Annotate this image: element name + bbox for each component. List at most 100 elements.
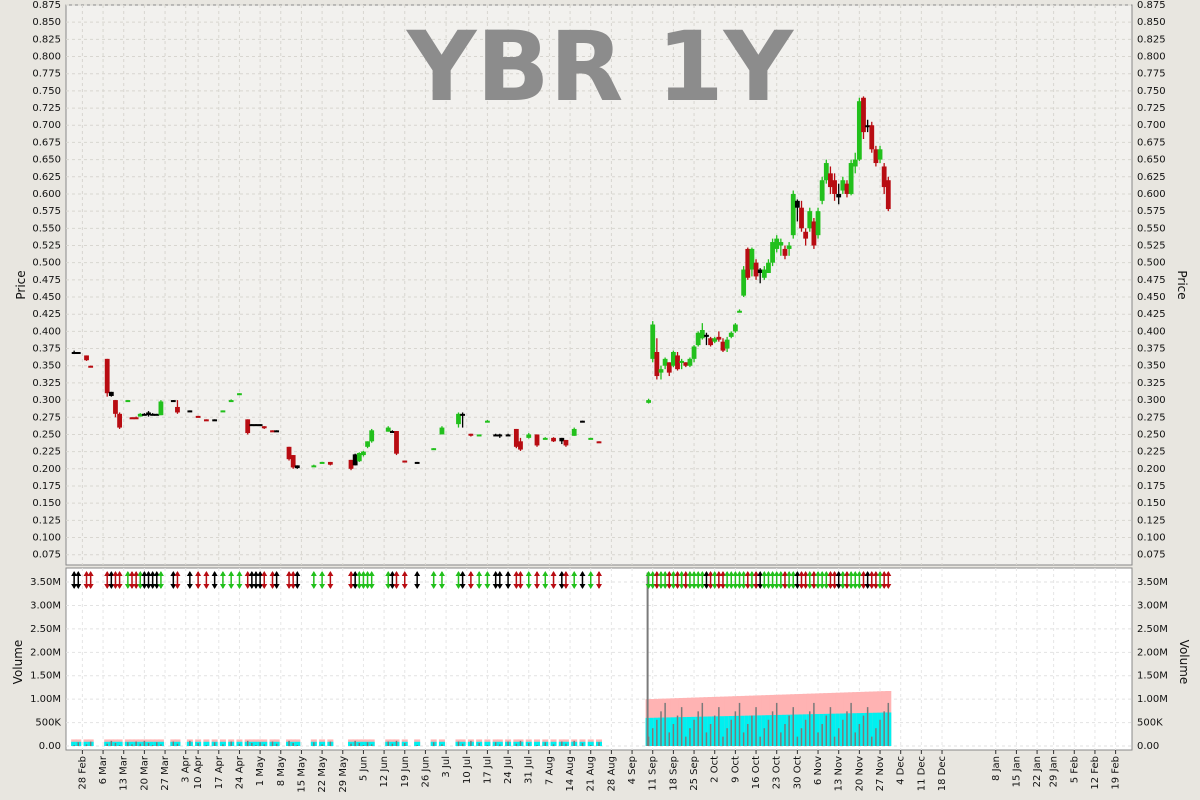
ohlc-body [352, 454, 358, 466]
volume-average-fill [368, 741, 375, 746]
ohlc-bar [402, 460, 408, 463]
signal-marker [87, 571, 94, 589]
ohlc-bar [708, 336, 713, 347]
ohlc-body [327, 461, 333, 465]
ohlc-body [141, 413, 147, 416]
signal-arrow [476, 571, 483, 589]
price-tick-right: 0.725 [1137, 103, 1166, 114]
price-tick-left: 0.425 [32, 309, 61, 320]
signal-arrow [467, 571, 474, 589]
ohlc-body [832, 180, 837, 194]
signal-marker [228, 571, 235, 589]
volume-average-fill [319, 741, 326, 746]
date-tick-label: 9 Oct [730, 756, 741, 783]
ohlc-bar [571, 427, 577, 436]
price-tick-right: 0.875 [1137, 0, 1166, 11]
ohlc-bar [253, 424, 259, 427]
price-tick-right: 0.275 [1137, 412, 1166, 423]
ohlc-body [456, 413, 461, 425]
price-tick-left: 0.400 [32, 326, 61, 337]
volume-axis: 0.00 0.00 500K 500K 1.00M 1.00M 1.50M 1.50M 2.00… [30, 577, 1168, 752]
signal-marker [186, 571, 193, 589]
ohlc-body [724, 339, 730, 349]
signal-arrow [885, 571, 892, 589]
price-tick-right: 0.775 [1137, 69, 1166, 80]
date-tick-label: 4 Sep [627, 756, 638, 784]
ohlc-bar [456, 412, 461, 428]
volume-tick-right: 3.50M [1137, 577, 1168, 588]
signal-arrow [534, 571, 541, 589]
volume-average-fill [484, 741, 491, 746]
date-tick-label: 5 Feb [1069, 756, 1080, 783]
ohlc-bar [712, 336, 718, 344]
volume-average-fill [757, 715, 764, 746]
ohlc-bar [75, 351, 81, 354]
ohlc-body [154, 413, 160, 416]
ohlc-body [75, 351, 81, 354]
price-tick-left: 0.800 [32, 52, 61, 63]
ohlc-bar [431, 448, 437, 451]
price-tick-right: 0.100 [1137, 533, 1166, 544]
volume-tick-left: 500K [35, 718, 61, 729]
signal-marker [368, 571, 375, 589]
ohlc-bar [774, 235, 780, 253]
date-tick-label: 28 Aug [606, 756, 617, 791]
ohlc-body [782, 248, 788, 256]
signal-markers [71, 571, 892, 589]
date-tick-label: 29 Jan [1049, 756, 1060, 787]
signal-marker [496, 571, 503, 589]
signal-arrow [414, 571, 421, 589]
price-tick-left: 0.850 [32, 17, 61, 28]
date-tick-label: 14 Aug [565, 756, 576, 791]
ohlc-bar [675, 351, 680, 371]
ohlc-body [716, 336, 722, 340]
ohlc-body [220, 410, 226, 413]
volume-average-fill [794, 714, 801, 746]
ohlc-body [402, 460, 408, 463]
volume-tick-left: 2.00M [30, 647, 61, 658]
ohlc-body [394, 431, 399, 454]
price-axis-label-left: Price [14, 270, 28, 299]
ohlc-body [365, 441, 370, 447]
volume-average-fill [252, 741, 259, 746]
ohlc-bar [468, 433, 474, 437]
price-tick-left: 0.775 [32, 69, 61, 80]
ohlc-body [790, 193, 796, 236]
signal-arrow [571, 571, 578, 589]
date-tick-label: 3 Apr [181, 755, 192, 783]
date-tick-label: 27 Nov [875, 756, 886, 792]
ohlc-bar [761, 266, 767, 280]
ohlc-body [468, 433, 474, 436]
ohlc-body [253, 424, 259, 427]
date-tick-label: 3 Jul [441, 756, 452, 778]
signal-marker [261, 571, 268, 589]
signal-arrow [75, 571, 82, 589]
ohlc-body [786, 245, 792, 249]
ohlc-body [261, 426, 267, 429]
signal-marker [174, 571, 181, 589]
ohlc-body [856, 101, 862, 160]
ohlc-body [753, 262, 759, 277]
ohlc-bar [104, 358, 110, 397]
ohlc-body [819, 180, 825, 201]
ohlc-body [679, 360, 685, 363]
signal-arrow [228, 571, 235, 589]
ohlc-bar [146, 411, 151, 417]
ohlc-body [571, 428, 577, 436]
ohlc-bar [757, 268, 763, 284]
volume-average-fill [550, 741, 557, 746]
volume-average-fill [83, 741, 90, 746]
ohlc-body [823, 163, 829, 181]
ohlc-bar [737, 309, 742, 313]
ohlc-bar [695, 331, 701, 347]
date-tick-label: 31 Jul [524, 756, 535, 784]
date-tick-label: 30 Oct [792, 756, 803, 789]
ohlc-bar [228, 399, 234, 403]
ohlc-bar [414, 461, 420, 464]
signal-marker [203, 571, 210, 589]
ohlc-body [774, 238, 780, 249]
ohlc-bar [108, 391, 114, 397]
ohlc-bar [563, 439, 569, 447]
ohlc-bar [361, 450, 366, 457]
ohlc-body [158, 401, 164, 416]
